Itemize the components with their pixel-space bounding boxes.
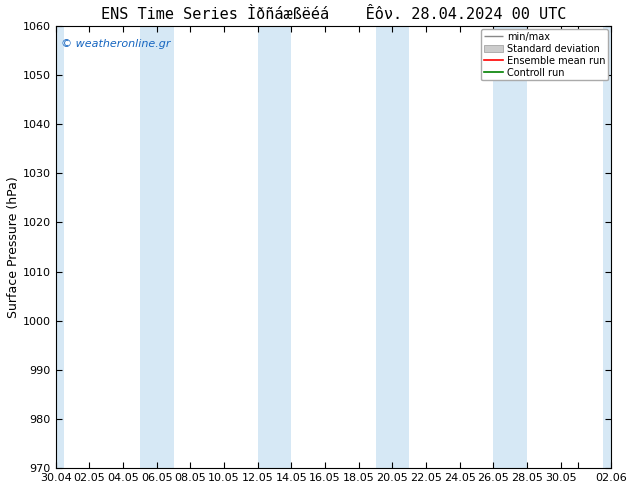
Bar (257, 26, 292, 468)
Text: © weatheronline.gr: © weatheronline.gr (61, 39, 171, 49)
Title: ENS Time Series Ìðñáæßëéá    Êôν. 28.04.2024 00 UTC: ENS Time Series Ìðñáæßëéá Êôν. 28.04.202… (101, 7, 566, 22)
Bar (375, 26, 409, 468)
Bar (56, 26, 64, 468)
Legend: min/max, Standard deviation, Ensemble mean run, Controll run: min/max, Standard deviation, Ensemble me… (481, 29, 608, 80)
Bar (603, 26, 611, 468)
Bar (493, 26, 527, 468)
Y-axis label: Surface Pressure (hPa): Surface Pressure (hPa) (7, 176, 20, 318)
Bar (140, 26, 174, 468)
